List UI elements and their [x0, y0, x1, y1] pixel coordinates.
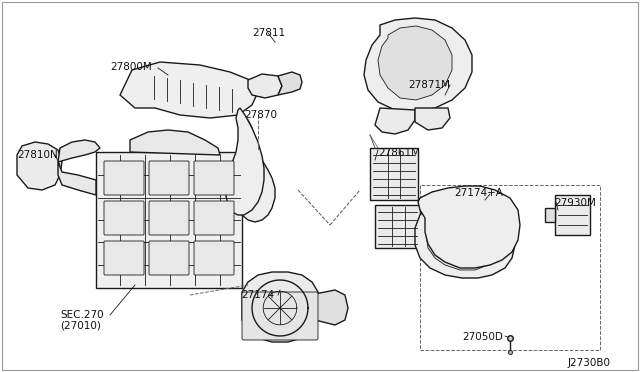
Text: (27010): (27010) [60, 320, 101, 330]
Polygon shape [248, 74, 282, 98]
Polygon shape [545, 208, 555, 222]
FancyBboxPatch shape [149, 161, 189, 195]
Text: 27800M: 27800M [110, 62, 152, 72]
FancyBboxPatch shape [149, 241, 189, 275]
FancyBboxPatch shape [104, 201, 144, 235]
Polygon shape [315, 290, 348, 325]
Polygon shape [242, 272, 318, 342]
Text: 27930M: 27930M [554, 198, 596, 208]
FancyBboxPatch shape [194, 241, 234, 275]
Text: 27870: 27870 [244, 110, 277, 120]
Text: J2730B0: J2730B0 [568, 358, 611, 368]
Polygon shape [415, 200, 515, 278]
Polygon shape [555, 195, 590, 235]
FancyBboxPatch shape [242, 292, 318, 340]
Polygon shape [226, 108, 264, 215]
Polygon shape [278, 72, 302, 95]
Polygon shape [96, 152, 242, 288]
Text: 27174: 27174 [241, 290, 274, 300]
Text: 27050D: 27050D [462, 332, 503, 342]
Text: 27861M: 27861M [378, 148, 420, 158]
Polygon shape [236, 130, 257, 208]
Text: 27174+A: 27174+A [454, 188, 503, 198]
FancyBboxPatch shape [194, 161, 234, 195]
Polygon shape [120, 62, 258, 118]
Text: 27810N: 27810N [17, 150, 58, 160]
FancyBboxPatch shape [149, 201, 189, 235]
Polygon shape [130, 130, 220, 155]
Polygon shape [426, 206, 502, 270]
Polygon shape [375, 108, 415, 134]
Text: SEC.270: SEC.270 [60, 310, 104, 320]
Polygon shape [58, 140, 100, 162]
Polygon shape [375, 205, 420, 248]
Polygon shape [236, 120, 275, 222]
Polygon shape [418, 186, 520, 268]
Polygon shape [378, 26, 452, 100]
Polygon shape [58, 162, 96, 195]
Polygon shape [17, 142, 62, 190]
Polygon shape [370, 148, 418, 200]
FancyBboxPatch shape [104, 161, 144, 195]
Polygon shape [415, 108, 450, 130]
Text: 27871M: 27871M [408, 80, 450, 90]
Polygon shape [364, 18, 472, 112]
Text: 27811: 27811 [252, 28, 285, 38]
FancyBboxPatch shape [104, 241, 144, 275]
FancyBboxPatch shape [194, 201, 234, 235]
